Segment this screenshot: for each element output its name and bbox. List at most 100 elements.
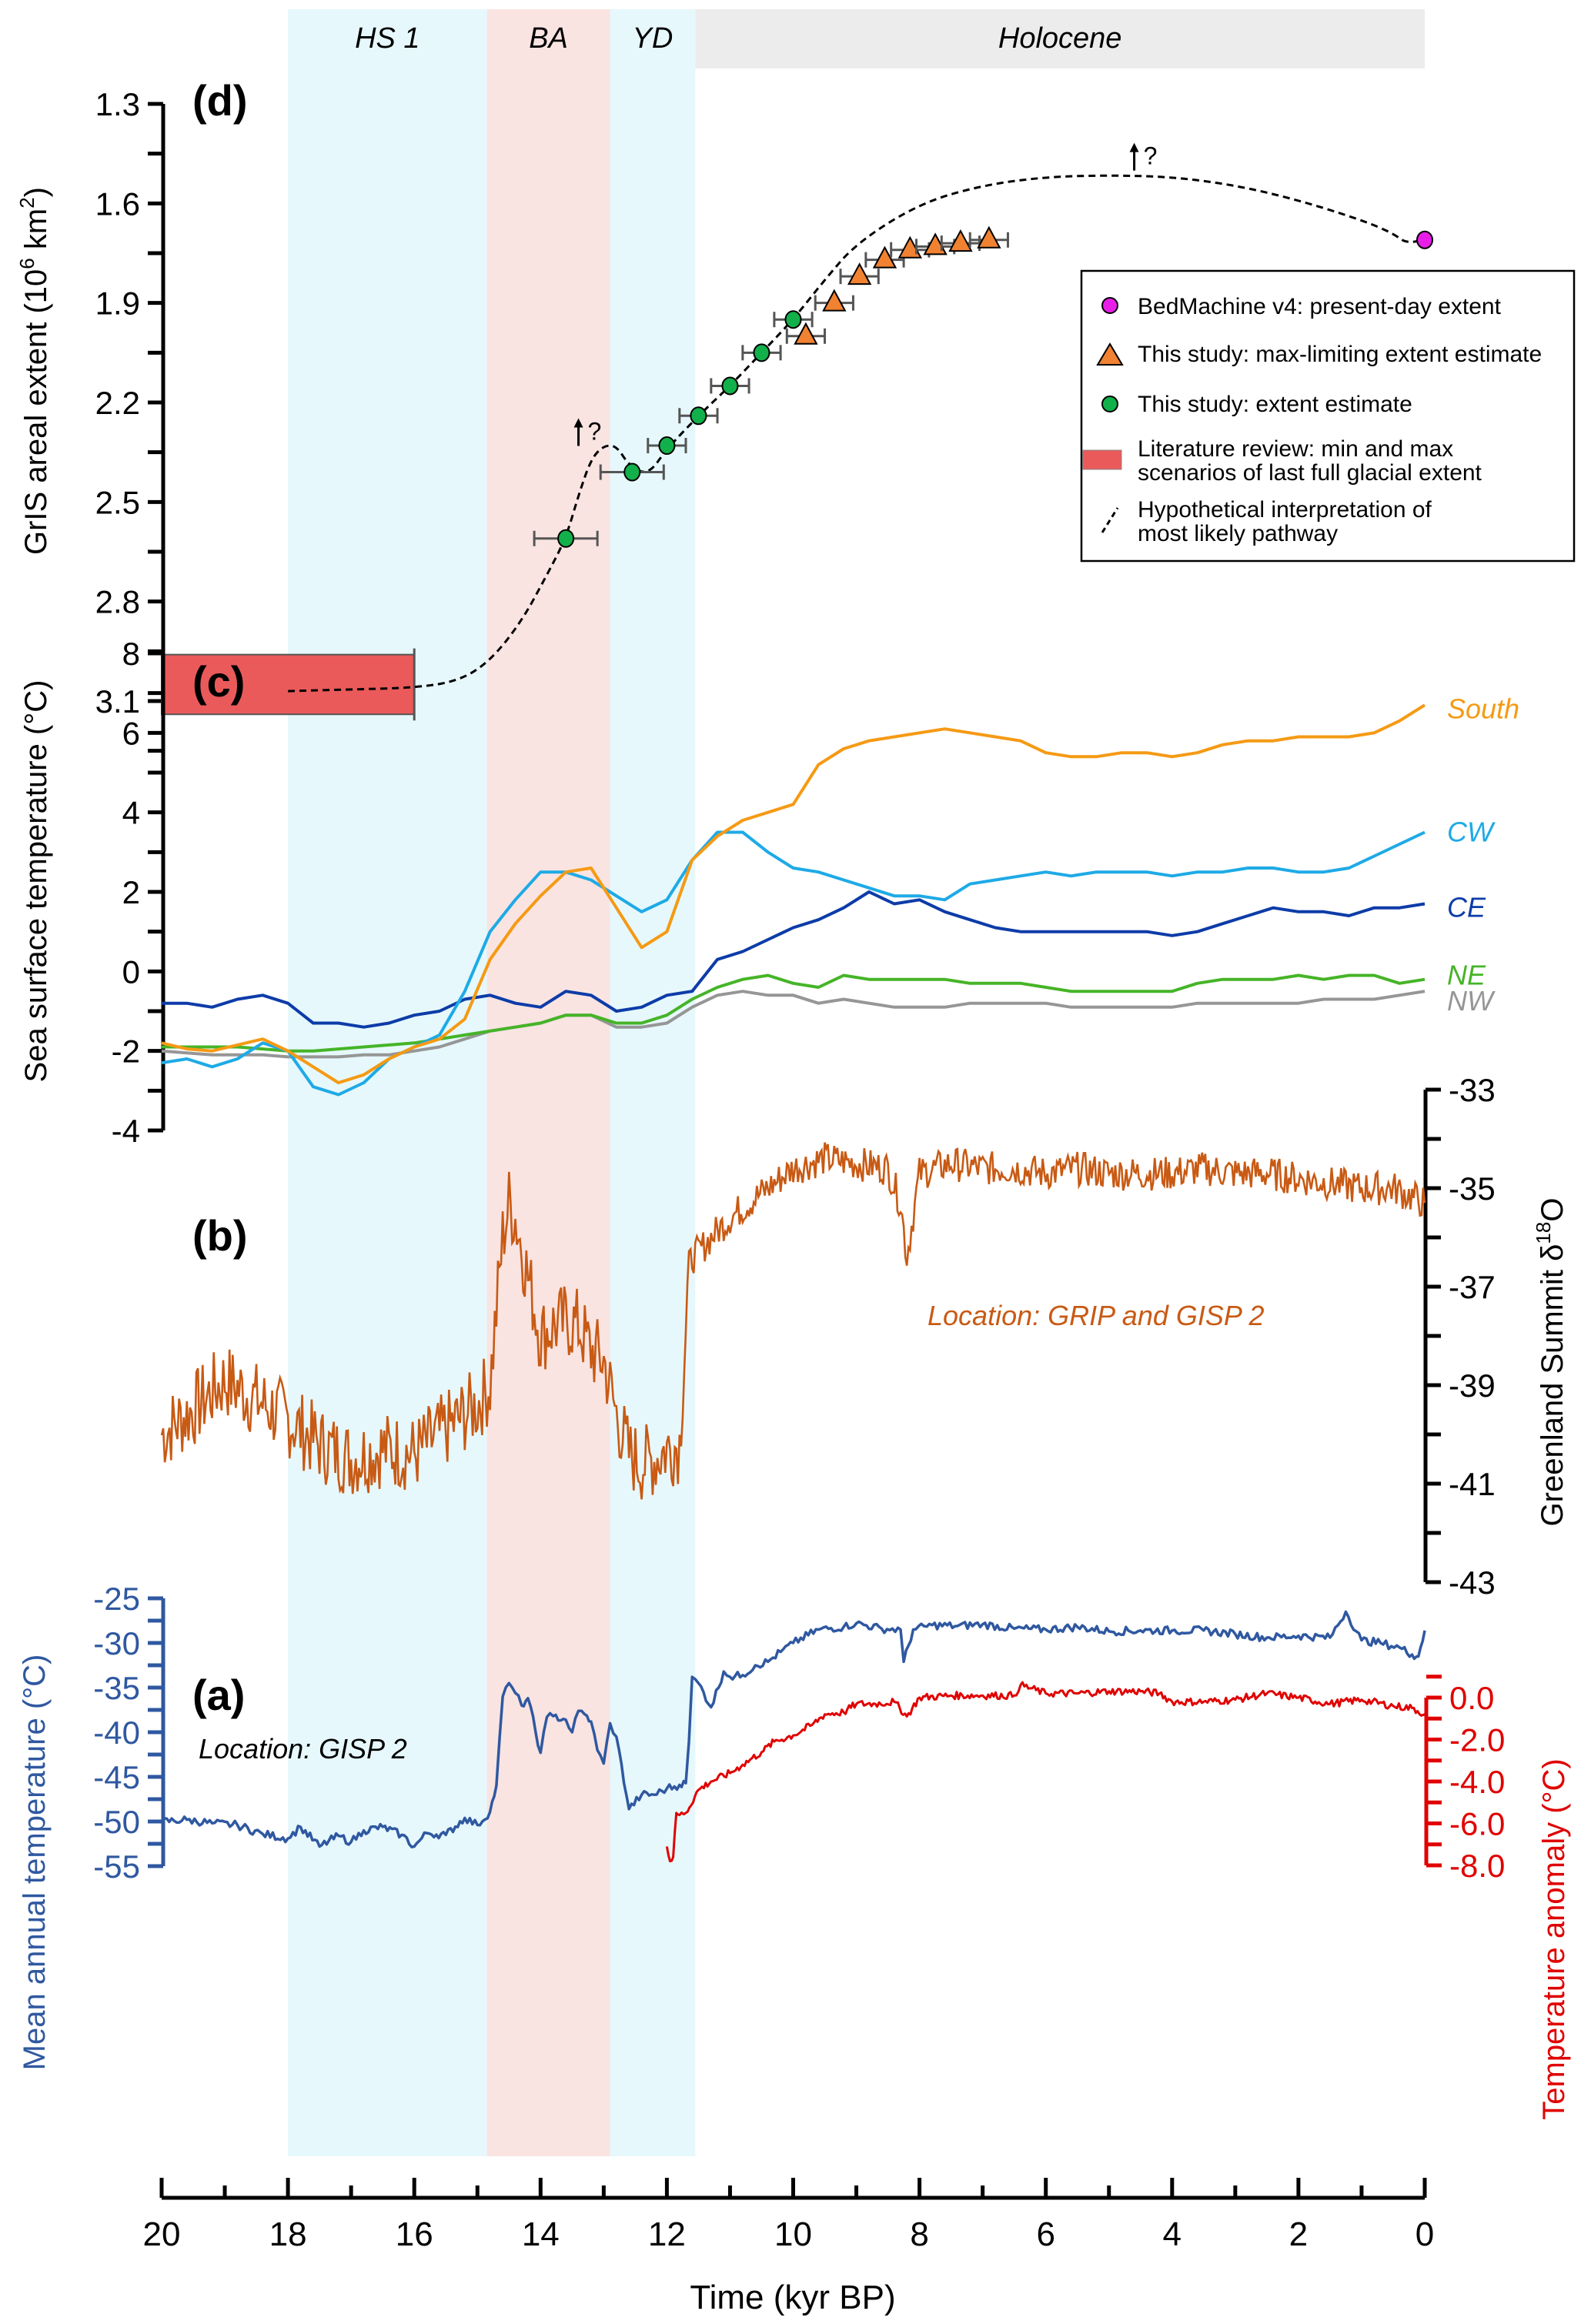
band-label-yd: YD xyxy=(633,22,674,55)
legend-literature-marker xyxy=(1082,449,1122,470)
panel-label-a: (a) xyxy=(192,1671,245,1719)
uncertainty-arrow-head xyxy=(1129,142,1139,152)
a-right-axis-tick-label: 0.0 xyxy=(1449,1680,1494,1716)
legend-bedmachine-marker xyxy=(1101,297,1118,314)
legend-literature-label: Literature review: min and max scenarios … xyxy=(1138,436,1482,486)
x-axis-tick-label: 18 xyxy=(269,2215,307,2253)
sst-label-cw: CW xyxy=(1447,816,1496,848)
a-left-axis-tick-label: -50 xyxy=(93,1804,140,1840)
sst-line-ne xyxy=(162,973,1426,1053)
panel-label-c: (c) xyxy=(192,657,245,706)
uncertainty-arrow-head xyxy=(573,418,583,428)
x-axis-tick-label: 2 xyxy=(1289,2215,1308,2253)
a-left-y-axis-title: Mean annual temperature (°C) xyxy=(18,1655,52,2071)
c-axis-tick-label: -2 xyxy=(112,1033,140,1070)
sst-label-ce: CE xyxy=(1447,892,1486,923)
b-axis-tick-label: -43 xyxy=(1449,1564,1496,1601)
b-series-line xyxy=(160,1142,1426,1500)
band-ba xyxy=(486,9,610,2156)
c-series-lines xyxy=(161,703,1426,1097)
c-axis-tick-label: -4 xyxy=(112,1113,140,1149)
extent-estimate-point xyxy=(623,462,641,482)
sst-label-south: South xyxy=(1447,693,1519,724)
sst-line-cw xyxy=(161,830,1426,1097)
temperature-anomaly-line xyxy=(665,1681,1426,1863)
panel-label-b: (b) xyxy=(192,1211,248,1260)
legend-extent-label: This study: extent estimate xyxy=(1138,392,1412,417)
x-axis-tick-label: 10 xyxy=(774,2215,812,2253)
d-axis-tick-label: 1.9 xyxy=(95,285,140,322)
c-axis-tick-label: 2 xyxy=(122,874,140,910)
band-holocene xyxy=(695,9,1425,68)
c-axis-tick-label: 0 xyxy=(122,953,140,990)
b-axis-tick-label: -37 xyxy=(1449,1269,1496,1305)
x-axis-tick-label: 0 xyxy=(1416,2215,1434,2253)
extent-estimate-point xyxy=(557,529,575,548)
extent-estimate-point xyxy=(753,343,770,362)
extent-estimate-point xyxy=(658,436,676,456)
literature-range-rect xyxy=(161,653,416,716)
panel-b-d18o: -43 -41 -39 -37 -35 -33 (b) Location: GRIP an… xyxy=(160,1072,1569,1601)
uncertainty-question-mark: ? xyxy=(588,417,602,445)
band-label-holocene: Holocene xyxy=(998,22,1122,55)
b-axis-tick-label: -39 xyxy=(1449,1367,1496,1404)
c-axis-tick-label: 6 xyxy=(122,715,140,751)
a-left-axis-tick-label: -25 xyxy=(93,1581,140,1617)
a-left-axis-tick-label: -40 xyxy=(93,1715,140,1751)
c-axis-tick-label: 8 xyxy=(122,636,140,672)
band-label-ba: BA xyxy=(529,22,568,55)
x-axis-tick-label: 12 xyxy=(648,2215,686,2253)
uncertainty-question-mark: ? xyxy=(1144,142,1158,170)
b-axis-tick-label: -41 xyxy=(1449,1466,1496,1502)
x-axis: 20 18 16 14 12 10 8 6 4 2 0 xyxy=(143,2178,1434,2253)
d-axis-tick-label: 1.6 xyxy=(95,185,140,222)
sst-line-nw xyxy=(161,990,1426,1059)
a-right-axis-tick-label: -6.0 xyxy=(1449,1806,1505,1842)
max-limiting-point xyxy=(794,322,818,345)
a-right-y-axis: -8.0 -6.0 -4.0 -2.0 0.0 xyxy=(1424,1675,1505,1884)
d-axis-tick-label: 2.2 xyxy=(95,385,140,421)
x-axis-tick-label: 14 xyxy=(522,2215,560,2253)
sst-label-ne: NE xyxy=(1447,960,1486,991)
legend-bedmachine-label: BedMachine v4: present-day extent xyxy=(1138,294,1502,319)
x-axis-tick-label: 8 xyxy=(910,2215,928,2253)
panel-label-d: (d) xyxy=(192,76,248,125)
b-axis-tick-label: -35 xyxy=(1449,1170,1496,1207)
band-yd xyxy=(610,9,696,2156)
mean-annual-temperature-line xyxy=(160,1610,1426,1848)
legend-extent-marker xyxy=(1101,396,1118,412)
sst-line-south xyxy=(161,703,1426,1084)
d-y-axis-title: GrIS areal extent (106 km2) xyxy=(15,187,53,555)
legend-triangle-marker xyxy=(1096,342,1124,366)
x-axis-tick-label: 16 xyxy=(396,2215,433,2253)
x-axis-tick-label: 20 xyxy=(143,2215,181,2253)
climate-period-labels: HS 1 BA YD Holocene xyxy=(355,22,1121,55)
max-limiting-point xyxy=(822,289,847,312)
panel-d-ice-extent: 1.3 1.6 1.9 2.2 2.5 2.8 3.1 (d) GrIS areal ext… xyxy=(15,76,1576,758)
x-axis-title: Time (kyr BP) xyxy=(690,2279,895,2316)
a-left-axis-tick-label: -35 xyxy=(93,1670,140,1706)
sst-label-nw: NW xyxy=(1447,985,1496,1017)
a-left-axis-tick-label: -45 xyxy=(93,1759,140,1795)
c-y-axis: -4 -2 0 2 4 6 8 xyxy=(112,636,165,1149)
extent-estimate-point xyxy=(690,406,707,426)
legend-pathway-label: Hypothetical interpretation of most likel… xyxy=(1138,497,1432,546)
a-series-lines xyxy=(160,1610,1426,1863)
legend-max-limiting-label: This study: max-limiting extent estimate xyxy=(1138,342,1542,367)
sst-line-ce xyxy=(162,890,1426,1029)
extent-estimate-point xyxy=(721,376,739,396)
max-limiting-point xyxy=(948,229,973,252)
bedmachine-point xyxy=(1416,230,1433,249)
panel-c-sst: -4 -2 0 2 4 6 8 (c) Sea surface temperature (°… xyxy=(19,636,1519,1149)
a-left-axis-tick-label: -30 xyxy=(93,1625,140,1661)
x-axis-tick-label: 4 xyxy=(1163,2215,1182,2253)
d-plot-marks: ?? xyxy=(161,142,1433,721)
d-axis-tick-label: 2.5 xyxy=(95,484,140,520)
a-left-axis-tick-label: -55 xyxy=(93,1848,140,1885)
d18o-line xyxy=(160,1142,1426,1500)
d-y-axis: 1.3 1.6 1.9 2.2 2.5 2.8 3.1 xyxy=(95,86,165,758)
max-limiting-point xyxy=(847,262,872,285)
x-axis-tick-label: 6 xyxy=(1036,2215,1055,2253)
d-axis-tick-label: 1.3 xyxy=(95,86,140,122)
b-y-axis-title: Greenland Summit δ18O xyxy=(1532,1198,1569,1527)
